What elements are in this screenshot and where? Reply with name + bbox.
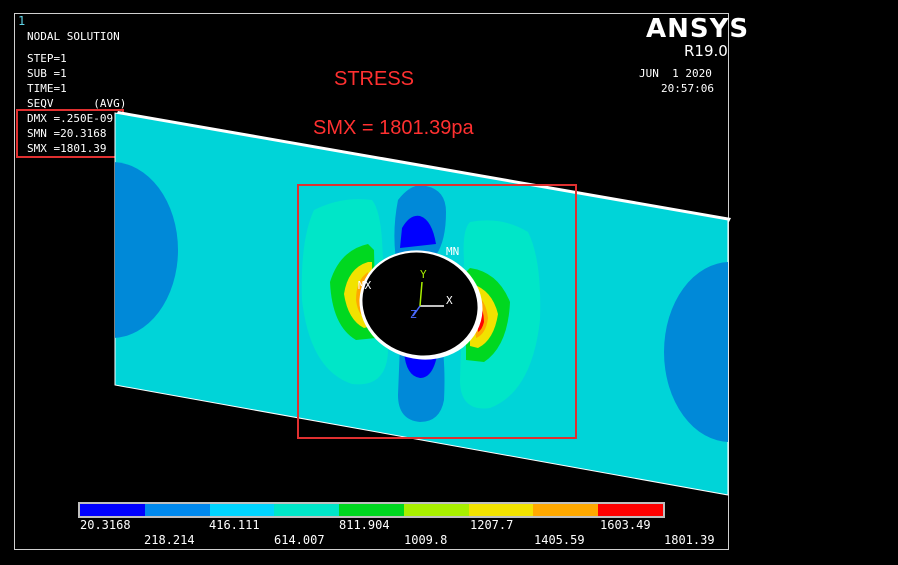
z-axis-line xyxy=(412,305,421,317)
ansys-logo: ANSYS xyxy=(646,14,750,44)
time-label: TIME=1 xyxy=(27,82,67,95)
y-axis-line xyxy=(419,281,423,307)
result-label: SEQV (AVG) xyxy=(27,97,127,110)
axis-y-label: Y xyxy=(420,268,427,281)
legend-label: 1207.7 xyxy=(470,518,514,532)
date-label: JUN 1 2020 xyxy=(639,67,712,80)
legend-color-8 xyxy=(533,504,599,516)
legend-label: 20.3168 xyxy=(80,518,131,532)
legend-color-1 xyxy=(80,504,145,516)
legend-color-3 xyxy=(209,504,275,516)
max-marker: MX xyxy=(358,279,372,292)
solution-type: NODAL SOLUTION xyxy=(27,30,120,43)
legend-label: 811.904 xyxy=(339,518,390,532)
legend-color-5 xyxy=(339,504,404,516)
sub-label: SUB =1 xyxy=(27,67,67,80)
legend-color-7 xyxy=(468,504,534,516)
legend-label: 1405.59 xyxy=(534,533,585,547)
legend-label: 1603.49 xyxy=(600,518,651,532)
step-label: STEP=1 xyxy=(27,52,67,65)
window-number: 1 xyxy=(18,14,26,28)
smx-label: SMX =1801.39 xyxy=(27,142,107,155)
axis-z-label: Z xyxy=(410,308,417,321)
smx-annotation: SMX = 1801.39pa xyxy=(313,117,474,139)
highlight-box-hole xyxy=(297,184,577,439)
top-deep-blue xyxy=(400,215,436,248)
stress-annotation: STRESS xyxy=(334,68,415,90)
min-marker: MN xyxy=(446,245,459,258)
color-legend xyxy=(78,502,665,518)
legend-color-4 xyxy=(274,504,340,516)
legend-label: 614.007 xyxy=(274,533,325,547)
version-label: R19.0 xyxy=(684,42,728,60)
legend-color-9 xyxy=(598,504,664,516)
legend-color-6 xyxy=(403,504,469,516)
legend-label: 416.111 xyxy=(209,518,260,532)
dmx-label: DMX =.250E-09 xyxy=(27,112,114,125)
axis-x-label: X xyxy=(446,294,453,307)
time-stamp: 20:57:06 xyxy=(661,82,714,95)
legend-label: 1801.39 xyxy=(664,533,715,547)
smn-label: SMN =20.3168 xyxy=(27,127,107,140)
legend-label: 1009.8 xyxy=(404,533,448,547)
left-edge-zone xyxy=(115,162,178,338)
legend-color-2 xyxy=(144,504,210,516)
right-edge-zone xyxy=(664,262,728,442)
legend-label: 218.214 xyxy=(144,533,195,547)
